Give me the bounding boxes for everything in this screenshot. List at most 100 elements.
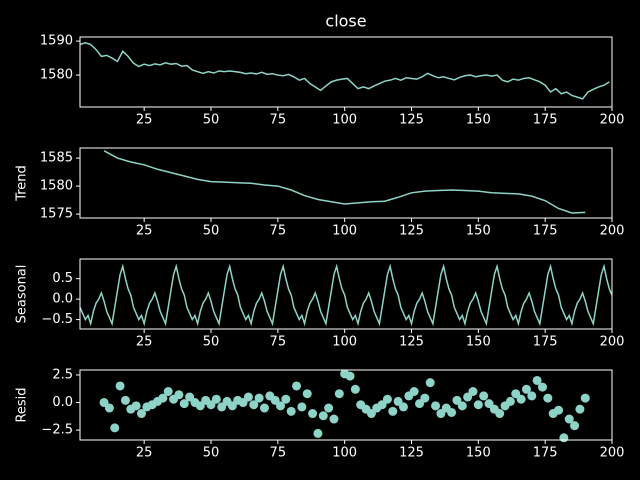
data-point	[302, 389, 312, 399]
x-tick-label: 125	[399, 113, 424, 128]
data-point	[281, 394, 291, 404]
x-tick-label: 25	[136, 224, 153, 239]
x-tick-label: 150	[466, 224, 491, 239]
x-tick-label: 25	[136, 113, 153, 128]
subplot: Resid 25 50 75 100 125 150 175 200 −2.5 0.0 2.5	[15, 367, 625, 460]
subplot: Seasonal 25 50 75 100 125 150 175 200 −0.5 0.0 0.5	[15, 258, 625, 350]
data-point	[447, 407, 457, 417]
data-point	[532, 375, 542, 385]
x-tick-label: 150	[466, 335, 491, 350]
x-tick-label: 50	[203, 335, 220, 350]
axes-frame	[79, 369, 613, 441]
x-tick-label: 125	[399, 224, 424, 239]
data-point	[580, 393, 590, 403]
data-point	[313, 428, 323, 438]
y-tick-label: 0.5	[52, 271, 73, 286]
data-point	[570, 421, 580, 431]
data-point	[174, 390, 184, 400]
data-point	[495, 409, 505, 419]
data-point	[345, 371, 355, 381]
x-tick-label: 150	[466, 113, 491, 128]
x-tick-label: 100	[332, 224, 357, 239]
data-point	[537, 382, 547, 392]
data-point	[554, 405, 564, 415]
data-point	[350, 384, 360, 394]
data-point	[308, 409, 318, 419]
data-line	[79, 263, 613, 327]
data-point	[286, 406, 296, 416]
data-point	[516, 394, 526, 404]
data-point	[158, 393, 168, 403]
x-tick-label: 100	[332, 335, 357, 350]
data-point	[398, 402, 408, 412]
x-tick-label: 175	[533, 113, 558, 128]
data-point	[521, 384, 531, 394]
y-axis-label: Seasonal	[15, 265, 30, 324]
x-tick-label: 75	[270, 446, 287, 461]
x-tick-label: 200	[600, 446, 625, 461]
x-tick-label: 200	[600, 224, 625, 239]
x-tick-label: 125	[399, 446, 424, 461]
data-point	[243, 392, 253, 402]
x-tick-label: 75	[270, 113, 287, 128]
data-point	[259, 403, 269, 413]
y-tick-label: 1580	[40, 179, 73, 194]
data-point	[318, 411, 328, 421]
x-tick-label: 100	[332, 446, 357, 461]
y-tick-label: −2.5	[41, 423, 73, 438]
data-point	[425, 378, 435, 388]
data-line	[79, 41, 610, 100]
y-tick-label: 0.0	[52, 292, 73, 307]
axes-frame	[79, 258, 613, 330]
data-point	[115, 381, 125, 391]
data-point	[249, 400, 259, 410]
data-point	[468, 386, 478, 396]
x-tick-label: 200	[600, 335, 625, 350]
data-point	[120, 395, 130, 405]
x-tick-label: 25	[136, 335, 153, 350]
data-point	[527, 391, 537, 401]
x-tick-label: 50	[203, 113, 220, 128]
data-point	[505, 396, 515, 406]
y-tick-label: 1585	[40, 151, 73, 166]
data-point	[329, 414, 339, 424]
data-point	[136, 409, 146, 419]
x-tick-label: 75	[270, 224, 287, 239]
y-tick-label: −0.5	[41, 312, 73, 327]
x-tick-label: 25	[136, 446, 153, 461]
data-point	[457, 401, 467, 411]
data-point	[382, 394, 392, 404]
axes-frame	[79, 147, 613, 219]
x-tick-label: 125	[399, 335, 424, 350]
y-tick-label: 1590	[40, 34, 73, 49]
subplot: Trend 25 50 75 100 125 150 175 200 1575 1580 1585	[15, 147, 625, 239]
y-tick-label: 2.5	[52, 367, 73, 382]
data-point	[420, 393, 430, 403]
data-point	[388, 406, 398, 416]
x-tick-label: 175	[533, 224, 558, 239]
x-tick-label: 50	[203, 224, 220, 239]
x-tick-label: 200	[600, 113, 625, 128]
data-point	[110, 423, 120, 433]
data-point	[163, 386, 173, 396]
y-axis-label: Resid	[15, 387, 30, 422]
x-tick-label: 175	[533, 335, 558, 350]
data-point	[559, 433, 569, 443]
data-point	[324, 403, 334, 413]
x-tick-label: 175	[533, 446, 558, 461]
data-line	[103, 150, 586, 214]
data-point	[276, 401, 286, 411]
y-axis-label: Trend	[15, 165, 30, 202]
data-point	[431, 401, 441, 411]
data-point	[409, 386, 419, 396]
y-tick-label: 1575	[40, 207, 73, 222]
data-point	[254, 393, 264, 403]
data-point	[297, 402, 307, 412]
data-point	[131, 401, 141, 411]
data-point	[334, 389, 344, 399]
x-tick-label: 50	[203, 446, 220, 461]
data-point	[473, 400, 483, 410]
data-point	[564, 414, 574, 424]
